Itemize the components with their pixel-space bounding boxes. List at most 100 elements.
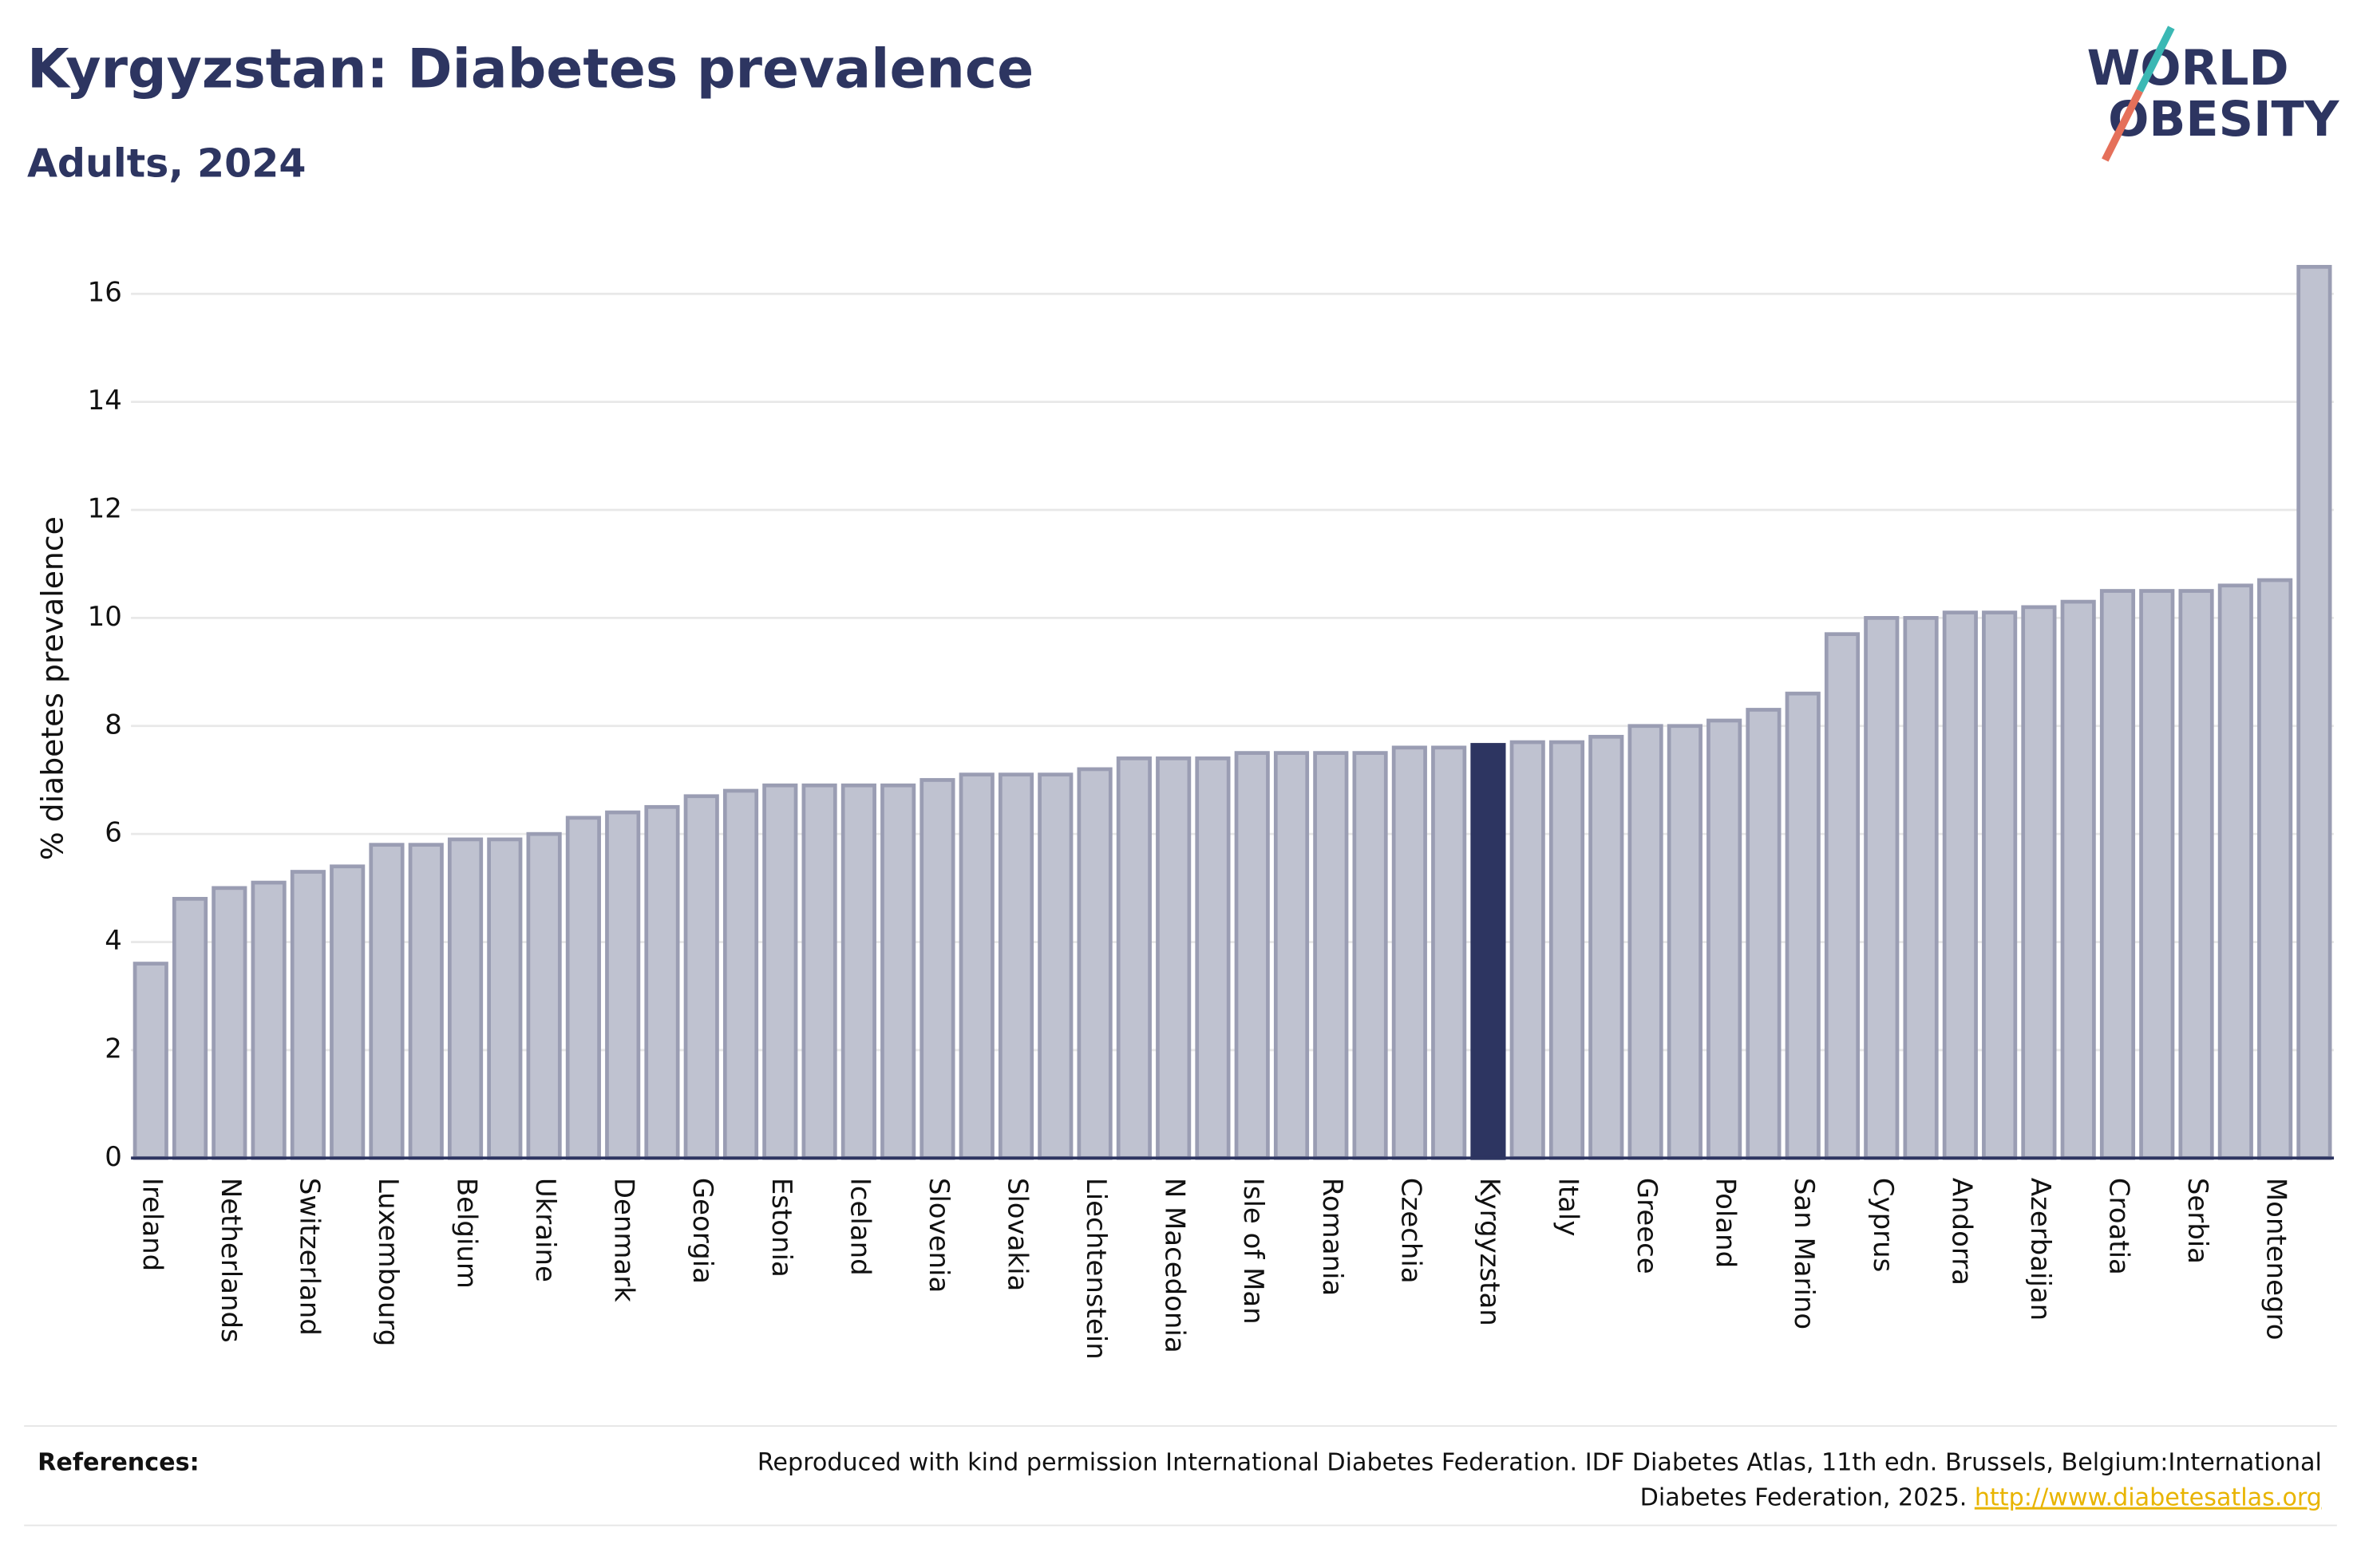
reference-text: Reproduced with kind permission Internat…: [757, 1449, 2322, 1477]
y-tick-label: 0: [105, 1141, 122, 1173]
bar: [1627, 724, 1663, 1160]
bar: [1785, 691, 1821, 1160]
reference-text: Diabetes Federation, 2025. http://www.dia…: [1640, 1483, 2322, 1511]
bar: [369, 843, 405, 1160]
x-tick-label: Croatia: [2102, 1178, 2134, 1275]
bar: [526, 831, 562, 1160]
x-tick-label: Georgia: [686, 1178, 718, 1284]
bar: [1313, 751, 1349, 1160]
bar: [132, 962, 168, 1160]
bar: [2060, 599, 2096, 1160]
logo: WORLD OBESITY: [2087, 26, 2340, 162]
bar: [330, 864, 366, 1160]
bar: [2021, 605, 2057, 1160]
bar: [2217, 583, 2253, 1160]
x-tick-label: Iceland: [844, 1178, 876, 1276]
x-tick-label: Kyrgyzstan: [1473, 1178, 1505, 1326]
bar: [998, 772, 1034, 1160]
bar: [212, 886, 247, 1160]
y-tick-label: 4: [105, 925, 122, 957]
bar: [1391, 745, 1427, 1160]
bar: [1156, 756, 1192, 1160]
x-tick-label: Denmark: [608, 1178, 640, 1302]
x-tick-label: Isle of Man: [1237, 1178, 1269, 1325]
x-tick-label: Liechtenstein: [1080, 1178, 1112, 1360]
bar: [1509, 740, 1545, 1160]
bar: [605, 810, 641, 1160]
y-tick-label: 10: [88, 601, 122, 633]
bar: [447, 837, 484, 1160]
reference-link[interactable]: http://www.diabetesatlas.org: [1975, 1483, 2322, 1511]
chart-title: Kyrgyzstan: Diabetes prevalence: [27, 38, 1034, 101]
bar: [565, 816, 601, 1160]
x-tick-label: Switzerland: [293, 1178, 325, 1336]
bar: [919, 778, 955, 1160]
bar: [2178, 589, 2214, 1160]
bar: [1077, 767, 1113, 1160]
logo-text: OBESITY: [2108, 92, 2340, 148]
bar: [1588, 734, 1624, 1160]
x-tick-label: Serbia: [2181, 1178, 2213, 1264]
x-tick-label: Montenegro: [2260, 1178, 2292, 1341]
bar: [1431, 745, 1467, 1160]
bar: [408, 843, 444, 1160]
y-tick-label: 12: [88, 492, 122, 524]
bar: [801, 783, 837, 1160]
logo-slash: [2136, 26, 2175, 93]
logo-text: WORLD: [2087, 41, 2289, 97]
bar: [840, 783, 876, 1160]
bar: [1273, 751, 1310, 1160]
bar: [2099, 589, 2136, 1160]
bar: [1548, 740, 1585, 1160]
chart-subtitle: Adults, 2024: [27, 140, 306, 187]
x-tick-label: Czechia: [1394, 1178, 1426, 1284]
x-tick-label: Poland: [1710, 1178, 1742, 1268]
bar: [1352, 751, 1388, 1160]
bar: [487, 837, 523, 1160]
bar: [2139, 589, 2175, 1160]
bar: [1706, 718, 1742, 1160]
bar: [172, 897, 208, 1160]
x-tick-label: Netherlands: [215, 1178, 247, 1343]
bar: [1667, 724, 1703, 1160]
y-tick-label: 16: [88, 277, 122, 309]
x-tick-label: Slovenia: [923, 1178, 955, 1293]
x-tick-label: Azerbaijan: [2024, 1178, 2056, 1321]
bar: [1038, 772, 1074, 1160]
bar: [1982, 610, 2018, 1160]
bar: [2296, 265, 2332, 1160]
bar: [722, 788, 759, 1160]
x-tick-label: San Marino: [1788, 1178, 1820, 1329]
y-tick-label: 2: [105, 1033, 122, 1064]
x-tick-label: Estonia: [765, 1178, 797, 1278]
bar: [290, 870, 326, 1160]
x-tick-label: Belgium: [451, 1178, 483, 1289]
bar: [1746, 708, 1782, 1160]
x-tick-label: Ireland: [136, 1178, 168, 1271]
x-tick-label: Luxembourg: [372, 1178, 404, 1347]
bar: [959, 772, 995, 1160]
reference-text: Diabetes Federation, 2025.: [1640, 1483, 1968, 1511]
x-tick-label: Slovakia: [1002, 1178, 1034, 1292]
x-tick-label: N Macedonia: [1159, 1178, 1191, 1353]
bar: [880, 783, 916, 1160]
y-tick-label: 6: [105, 817, 122, 849]
bar: [2257, 578, 2293, 1160]
bar: [644, 804, 680, 1160]
bar: [1470, 743, 1506, 1160]
bar: [1195, 756, 1231, 1160]
x-tick-label: Italy: [1552, 1178, 1584, 1237]
bar: [1942, 610, 1978, 1160]
bar: [1234, 751, 1270, 1160]
bar: [251, 880, 287, 1160]
y-axis-label: % diabetes prevalence: [34, 516, 69, 860]
logo-slash: [2102, 89, 2143, 162]
bar: [1116, 756, 1152, 1160]
x-tick-label: Andorra: [1945, 1178, 1977, 1286]
x-tick-label: Romania: [1316, 1178, 1348, 1296]
y-tick-label: 14: [88, 385, 122, 417]
bar: [683, 794, 719, 1160]
x-tick-label: Cyprus: [1867, 1178, 1899, 1272]
x-tick-label: Ukraine: [529, 1178, 561, 1282]
